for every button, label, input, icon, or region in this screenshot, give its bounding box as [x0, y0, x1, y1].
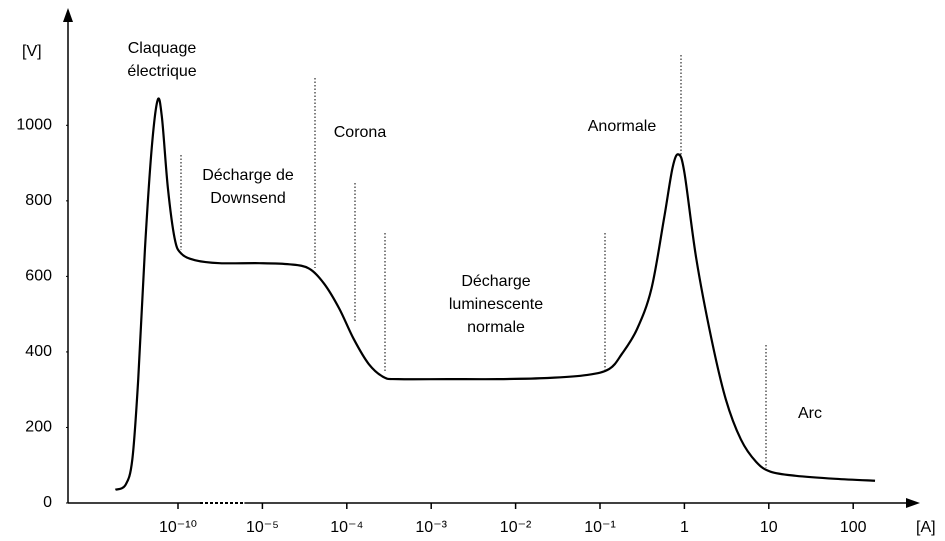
annotation: Anormale — [588, 118, 657, 135]
x-tick-label: 10⁻³ — [415, 519, 447, 536]
x-tick-label: 10⁻² — [500, 519, 532, 536]
annotation: Claquage — [128, 40, 197, 57]
annotation: luminescente — [449, 296, 543, 313]
x-tick-label: 10⁻⁴ — [330, 519, 363, 536]
x-axis-arrow — [906, 498, 920, 508]
y-tick-label: 1000 — [16, 117, 52, 134]
x-tick-label: 10⁻⁵ — [246, 519, 279, 536]
annotation: Downsend — [210, 190, 286, 207]
annotation: Arc — [798, 405, 822, 422]
y-axis-label: [V] — [22, 43, 42, 60]
x-tick-label: 10 — [760, 519, 778, 536]
y-axis-arrow — [63, 8, 73, 22]
x-tick-label: 100 — [840, 519, 867, 536]
annotation: électrique — [127, 63, 196, 80]
y-tick-label: 800 — [25, 192, 52, 209]
y-tick-label: 200 — [25, 419, 52, 436]
y-tick-label: 600 — [25, 268, 52, 285]
annotation: Décharge — [461, 273, 530, 290]
x-tick-label: 10⁻¹ — [584, 519, 616, 536]
annotation: normale — [467, 319, 525, 336]
y-tick-label: 0 — [43, 494, 52, 511]
x-tick-label: 1 — [680, 519, 689, 536]
annotation: Corona — [334, 124, 387, 141]
x-tick-label: 10⁻¹⁰ — [159, 519, 197, 536]
y-tick-label: 400 — [25, 343, 52, 360]
annotation: Décharge de — [202, 167, 294, 184]
x-axis-label: [A] — [916, 519, 936, 536]
curve — [114, 97, 876, 491]
